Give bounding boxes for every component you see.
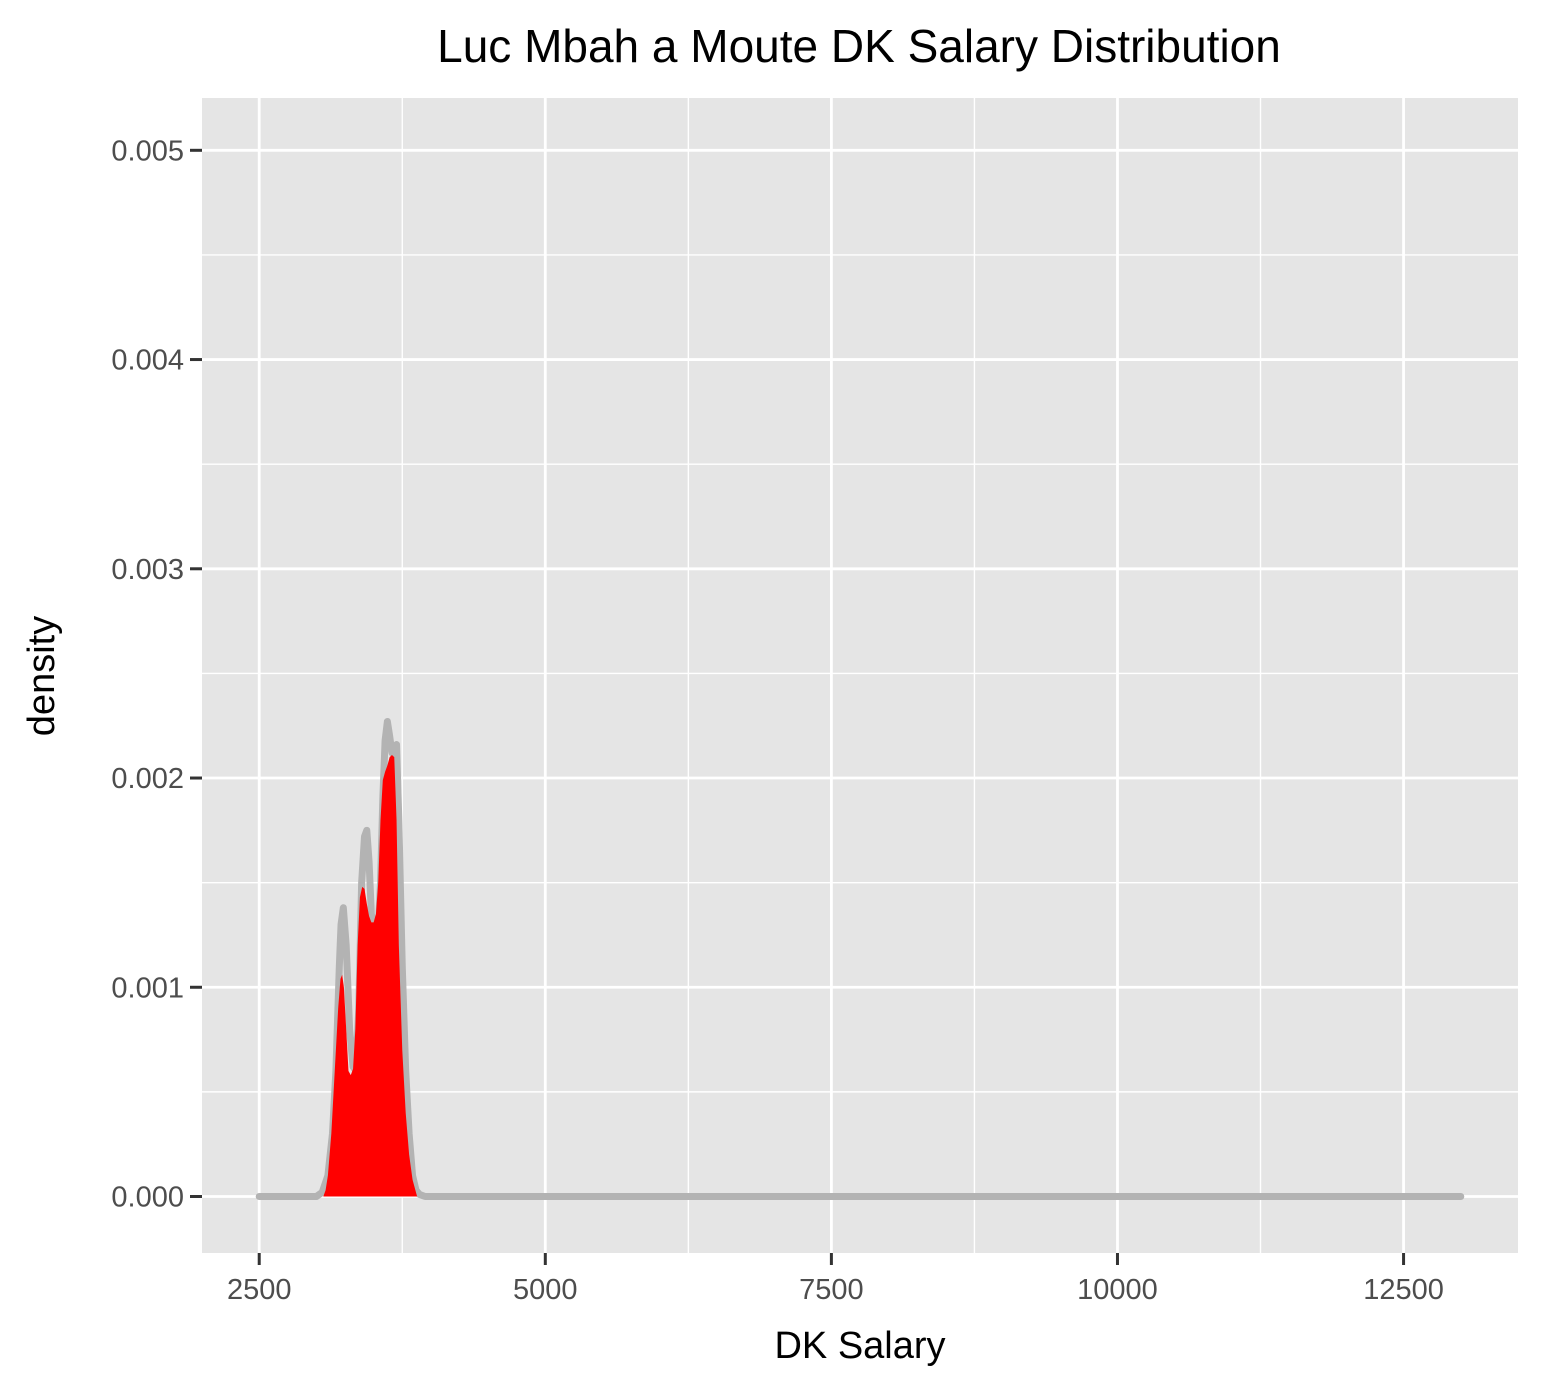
x-tick-label: 12500: [1363, 1274, 1444, 1306]
y-axis: 0.000 0.001 0.002 0.003 0.004 0.005: [111, 135, 202, 1214]
x-tick-label: 2500: [227, 1274, 292, 1306]
y-tick-label: 0.001: [111, 972, 184, 1004]
y-tick-label: 0.000: [111, 1182, 184, 1214]
x-tick-label: 10000: [1077, 1274, 1158, 1306]
y-tick-label: 0.004: [111, 345, 184, 377]
plot-panel: [202, 98, 1518, 1253]
highlighted-density-area: [323, 755, 418, 1197]
x-tick-label: 5000: [513, 1274, 578, 1306]
x-axis: 2500 5000 7500 10000 12500: [227, 1253, 1444, 1306]
chart-title: Luc Mbah a Moute DK Salary Distribution: [437, 20, 1281, 72]
y-tick-label: 0.005: [111, 135, 184, 167]
y-tick-label: 0.003: [111, 554, 184, 586]
y-axis-title: density: [21, 616, 63, 736]
minor-gridlines: [202, 98, 1518, 1253]
x-axis-title: DK Salary: [774, 1325, 945, 1367]
density-series: [255, 718, 1465, 1201]
y-tick-label: 0.002: [111, 763, 184, 795]
x-tick-label: 7500: [799, 1274, 864, 1306]
